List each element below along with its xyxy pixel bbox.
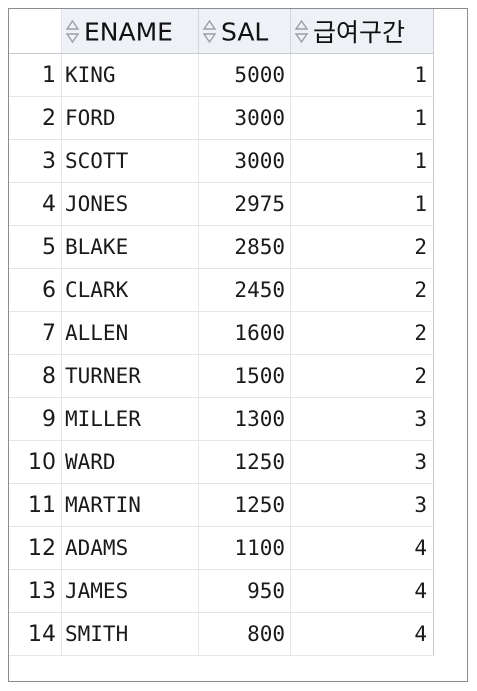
cell-ename[interactable]: JAMES xyxy=(61,569,199,613)
sort-arrows-icon[interactable] xyxy=(202,19,217,44)
row-number[interactable]: 2 xyxy=(9,96,62,140)
cell-salary-band[interactable]: 1 xyxy=(290,53,434,97)
cell-ename[interactable]: FORD xyxy=(61,96,199,140)
cell-sal[interactable]: 1100 xyxy=(198,526,291,570)
table-row[interactable]: 13 JAMES 950 4 xyxy=(9,569,434,613)
cell-ename[interactable]: WARD xyxy=(61,440,199,484)
table-row[interactable]: 2 FORD 3000 1 xyxy=(9,96,434,140)
cell-sal[interactable]: 800 xyxy=(198,612,291,656)
table-row[interactable]: 9 MILLER 1300 3 xyxy=(9,397,434,441)
cell-sal[interactable]: 1500 xyxy=(198,354,291,398)
column-header-sal[interactable]: SAL xyxy=(198,9,291,54)
table-row[interactable]: 10 WARD 1250 3 xyxy=(9,440,434,484)
header-row: ENAME SAL 급여구간 xyxy=(9,9,434,54)
cell-sal[interactable]: 1250 xyxy=(198,483,291,527)
row-number[interactable]: 8 xyxy=(9,354,62,398)
cell-ename[interactable]: TURNER xyxy=(61,354,199,398)
query-result-grid: ENAME SAL 급여구간 1 KING 5000 1 2 FORD 3 xyxy=(8,8,468,682)
cell-sal[interactable]: 1300 xyxy=(198,397,291,441)
column-header-ename[interactable]: ENAME xyxy=(61,9,199,54)
row-number[interactable]: 9 xyxy=(9,397,62,441)
column-label-sal: SAL xyxy=(221,17,269,47)
cell-ename[interactable]: SCOTT xyxy=(61,139,199,183)
row-number[interactable]: 6 xyxy=(9,268,62,312)
table-row[interactable]: 7 ALLEN 1600 2 xyxy=(9,311,434,355)
cell-salary-band[interactable]: 1 xyxy=(290,96,434,140)
table-row[interactable]: 6 CLARK 2450 2 xyxy=(9,268,434,312)
result-table: ENAME SAL 급여구간 1 KING 5000 1 2 FORD 3 xyxy=(9,9,434,656)
cell-salary-band[interactable]: 2 xyxy=(290,311,434,355)
row-number[interactable]: 3 xyxy=(9,139,62,183)
row-number[interactable]: 11 xyxy=(9,483,62,527)
cell-ename[interactable]: MARTIN xyxy=(61,483,199,527)
row-number[interactable]: 4 xyxy=(9,182,62,226)
cell-sal[interactable]: 950 xyxy=(198,569,291,613)
row-number[interactable]: 14 xyxy=(9,612,62,656)
cell-sal[interactable]: 1600 xyxy=(198,311,291,355)
cell-ename[interactable]: KING xyxy=(61,53,199,97)
cell-ename[interactable]: CLARK xyxy=(61,268,199,312)
table-row[interactable]: 5 BLAKE 2850 2 xyxy=(9,225,434,269)
cell-sal[interactable]: 3000 xyxy=(198,96,291,140)
row-number[interactable]: 5 xyxy=(9,225,62,269)
table-row[interactable]: 1 KING 5000 1 xyxy=(9,53,434,97)
cell-sal[interactable]: 2975 xyxy=(198,182,291,226)
table-row[interactable]: 4 JONES 2975 1 xyxy=(9,182,434,226)
row-number-header xyxy=(9,9,62,54)
table-row[interactable]: 8 TURNER 1500 2 xyxy=(9,354,434,398)
cell-salary-band[interactable]: 3 xyxy=(290,440,434,484)
row-number[interactable]: 13 xyxy=(9,569,62,613)
sort-arrows-icon[interactable] xyxy=(294,19,309,44)
cell-salary-band[interactable]: 2 xyxy=(290,225,434,269)
cell-ename[interactable]: JONES xyxy=(61,182,199,226)
row-number[interactable]: 12 xyxy=(9,526,62,570)
cell-ename[interactable]: ADAMS xyxy=(61,526,199,570)
table-row[interactable]: 14 SMITH 800 4 xyxy=(9,612,434,656)
cell-salary-band[interactable]: 1 xyxy=(290,139,434,183)
column-header-salary-band[interactable]: 급여구간 xyxy=(290,9,434,54)
cell-sal[interactable]: 2450 xyxy=(198,268,291,312)
column-label-ename: ENAME xyxy=(84,17,173,47)
cell-salary-band[interactable]: 4 xyxy=(290,569,434,613)
row-number[interactable]: 10 xyxy=(9,440,62,484)
cell-sal[interactable]: 5000 xyxy=(198,53,291,97)
sort-arrows-icon[interactable] xyxy=(65,19,80,44)
cell-salary-band[interactable]: 3 xyxy=(290,397,434,441)
cell-salary-band[interactable]: 1 xyxy=(290,182,434,226)
cell-sal[interactable]: 1250 xyxy=(198,440,291,484)
column-label-salary-band: 급여구간 xyxy=(313,18,406,47)
cell-salary-band[interactable]: 3 xyxy=(290,483,434,527)
cell-salary-band[interactable]: 4 xyxy=(290,612,434,656)
cell-salary-band[interactable]: 4 xyxy=(290,526,434,570)
cell-ename[interactable]: BLAKE xyxy=(61,225,199,269)
row-number[interactable]: 7 xyxy=(9,311,62,355)
row-number[interactable]: 1 xyxy=(9,53,62,97)
cell-ename[interactable]: MILLER xyxy=(61,397,199,441)
table-row[interactable]: 11 MARTIN 1250 3 xyxy=(9,483,434,527)
table-row[interactable]: 3 SCOTT 3000 1 xyxy=(9,139,434,183)
cell-salary-band[interactable]: 2 xyxy=(290,268,434,312)
cell-sal[interactable]: 2850 xyxy=(198,225,291,269)
cell-sal[interactable]: 3000 xyxy=(198,139,291,183)
table-row[interactable]: 12 ADAMS 1100 4 xyxy=(9,526,434,570)
cell-ename[interactable]: SMITH xyxy=(61,612,199,656)
cell-ename[interactable]: ALLEN xyxy=(61,311,199,355)
cell-salary-band[interactable]: 2 xyxy=(290,354,434,398)
table-body: 1 KING 5000 1 2 FORD 3000 1 3 SCOTT 3000 1 4 JONES… xyxy=(9,53,434,656)
